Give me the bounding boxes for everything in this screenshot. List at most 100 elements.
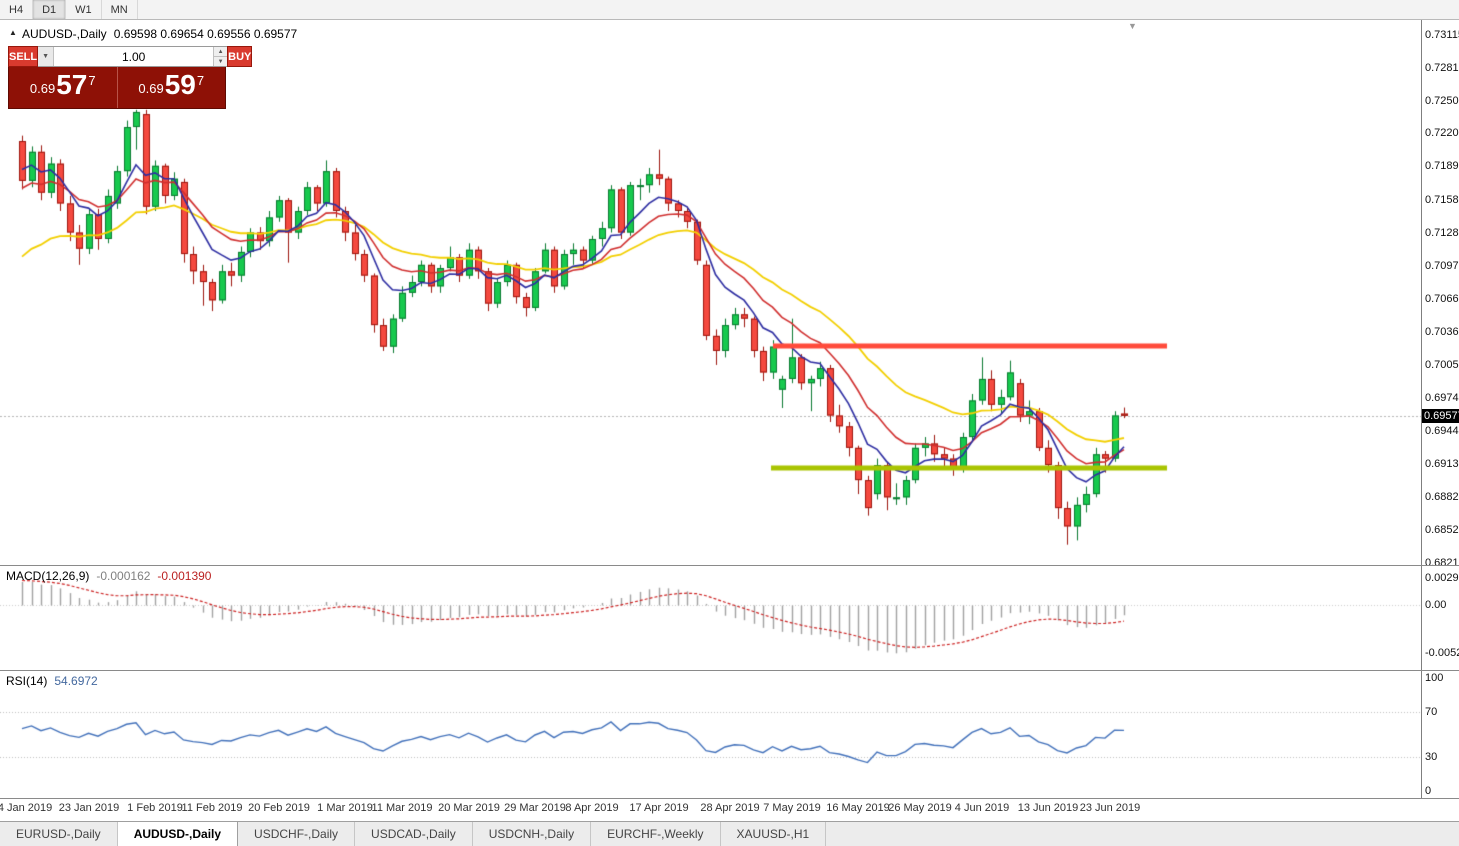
chart-tab-usdcad-daily[interactable]: USDCAD-,Daily xyxy=(355,822,473,846)
rsi-canvas[interactable] xyxy=(0,671,1421,798)
chart-tab-eurusd-daily[interactable]: EURUSD-,Daily xyxy=(0,822,118,846)
timeframe-button-h4[interactable]: H4 xyxy=(0,0,34,19)
price-axis-label: 0.73115 xyxy=(1425,29,1459,41)
timeframe-button-w1[interactable]: W1 xyxy=(66,0,102,19)
volume-increase-button[interactable]: ▲ xyxy=(214,47,228,57)
chart-area: ▲ AUDUSD-,Daily 0.69598 0.69654 0.69556 0… xyxy=(0,20,1421,820)
sell-price-prefix: 0.69 xyxy=(29,81,56,96)
chart-symbol-label: AUDUSD-,Daily xyxy=(22,27,107,41)
macd-indicator-panel: MACD(12,26,9) -0.000162 -0.001390 xyxy=(0,566,1421,670)
timeframe-button-d1[interactable]: D1 xyxy=(33,0,67,19)
date-label: 8 Apr 2019 xyxy=(565,802,619,814)
date-label: 16 May 2019 xyxy=(826,802,890,814)
macd-main-value: -0.000162 xyxy=(96,569,151,583)
timeframe-toolbar: H4 D1 W1 MN xyxy=(0,0,1459,20)
macd-axis-label: 0.002984 xyxy=(1425,572,1459,585)
price-axis-label: 0.69745 xyxy=(1425,391,1459,404)
macd-label: MACD(12,26,9) xyxy=(6,569,90,583)
bid-price-tag: 0.69577 xyxy=(1422,408,1459,423)
chart-tab-bar: EURUSD-,Daily AUDUSD-,Daily USDCHF-,Daily U… xyxy=(0,821,1459,846)
date-label: 7 May 2019 xyxy=(763,802,821,814)
buy-button[interactable]: BUY xyxy=(227,46,253,67)
one-click-order-row: SELL ▼ ▲ ▼ BUY xyxy=(8,46,253,67)
buy-price-point: 7 xyxy=(196,73,205,88)
date-label: 14 Jan 2019 xyxy=(0,802,53,814)
price-divider xyxy=(116,67,118,108)
chart-shift-marker-icon[interactable]: ▼ xyxy=(1128,21,1137,31)
volume-dropdown-button[interactable]: ▼ xyxy=(38,47,55,66)
macd-canvas[interactable] xyxy=(0,566,1421,670)
macd-legend: MACD(12,26,9) -0.000162 -0.001390 xyxy=(6,569,211,583)
price-chart-canvas[interactable] xyxy=(0,20,1421,565)
chart-tab-usdcnh-daily[interactable]: USDCNH-,Daily xyxy=(473,822,592,846)
chart-tab-xauusd-h1[interactable]: XAUUSD-,H1 xyxy=(721,822,827,846)
panel-splitter-time-axis xyxy=(0,798,1459,799)
sell-price-display[interactable]: 0.69 57 7 xyxy=(9,67,117,108)
volume-box: ▼ ▲ ▼ xyxy=(38,46,228,67)
date-label: 11 Feb 2019 xyxy=(181,802,243,814)
volume-decrease-button[interactable]: ▼ xyxy=(214,57,228,66)
dropdown-caret-icon: ▼ xyxy=(42,53,50,60)
date-label: 29 Mar 2019 xyxy=(504,802,566,814)
macd-axis-label: -0.005254 xyxy=(1425,646,1459,659)
rsi-axis-label: 100 xyxy=(1425,672,1444,684)
price-axis-label: 0.68825 xyxy=(1425,490,1459,503)
one-click-collapse-icon[interactable]: ▲ xyxy=(9,28,17,37)
buy-price-pips: 59 xyxy=(164,69,196,100)
panel-splitter-rsi[interactable] xyxy=(0,670,1459,671)
price-chart-panel: ▲ AUDUSD-,Daily 0.69598 0.69654 0.69556 0… xyxy=(0,20,1421,565)
rsi-axis-label: 70 xyxy=(1425,705,1438,718)
macd-axis-label: 0.00 xyxy=(1425,599,1447,612)
rsi-legend: RSI(14) 54.6972 xyxy=(6,674,98,688)
chart-tab-eurchf-weekly[interactable]: EURCHF-,Weekly xyxy=(591,822,721,846)
price-axis-label: 0.70665 xyxy=(1425,292,1459,305)
panel-splitter-macd[interactable] xyxy=(0,565,1459,566)
buy-price-display[interactable]: 0.69 59 7 xyxy=(118,67,226,108)
macd-signal-value: -0.001390 xyxy=(157,569,212,583)
price-axis-label: 0.72505 xyxy=(1425,94,1459,107)
date-label: 11 Mar 2019 xyxy=(371,802,433,814)
price-axis-label: 0.71585 xyxy=(1425,193,1459,206)
spinner-up-icon: ▲ xyxy=(217,48,224,55)
volume-spinner: ▲ ▼ xyxy=(213,47,228,66)
date-label: 23 Jan 2019 xyxy=(58,802,120,814)
sell-button[interactable]: SELL xyxy=(8,46,39,67)
date-label: 4 Jun 2019 xyxy=(954,802,1010,814)
chart-tab-audusd-daily[interactable]: AUDUSD-,Daily xyxy=(117,822,239,846)
rsi-axis-label: 0 xyxy=(1425,785,1432,797)
chart-ohlc-values: 0.69598 0.69654 0.69556 0.69577 xyxy=(113,27,298,41)
timeframe-button-mn[interactable]: MN xyxy=(102,0,138,19)
rsi-indicator-panel: RSI(14) 54.6972 xyxy=(0,671,1421,798)
date-label: 17 Apr 2019 xyxy=(629,802,689,814)
sell-price-pips: 57 xyxy=(56,69,88,100)
date-label: 26 May 2019 xyxy=(888,802,952,814)
date-label: 23 Jun 2019 xyxy=(1079,802,1141,814)
buy-price-prefix: 0.69 xyxy=(138,81,164,96)
rsi-label: RSI(14) xyxy=(6,674,48,688)
spinner-down-icon: ▼ xyxy=(217,58,224,65)
date-label: 1 Mar 2019 xyxy=(317,802,373,814)
volume-input[interactable] xyxy=(54,47,214,66)
price-axis-label: 0.71895 xyxy=(1425,160,1459,173)
date-label: 13 Jun 2019 xyxy=(1017,802,1079,814)
chart-tab-usdchf-daily[interactable]: USDCHF-,Daily xyxy=(238,822,356,846)
rsi-value: 54.6972 xyxy=(54,674,98,688)
chart-legend: AUDUSD-,Daily 0.69598 0.69654 0.69556 0.6… xyxy=(22,27,297,41)
one-click-price-row: 0.69 57 7 0.69 59 7 xyxy=(8,67,226,109)
rsi-axis-label: 30 xyxy=(1425,751,1438,764)
date-label: 20 Mar 2019 xyxy=(438,802,500,814)
